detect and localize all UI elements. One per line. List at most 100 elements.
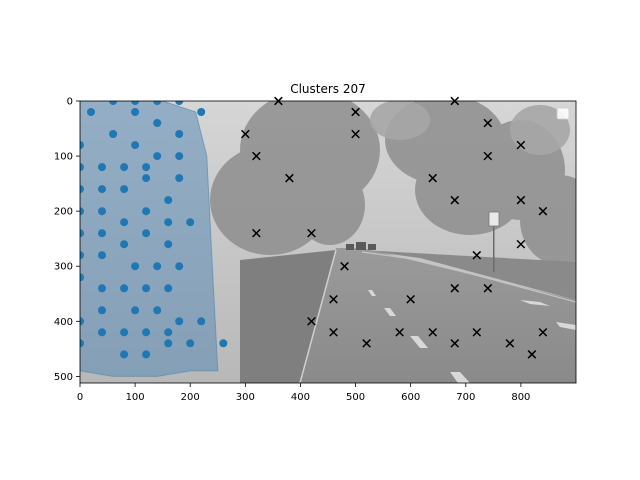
circle-point xyxy=(131,108,140,116)
circle-series xyxy=(80,101,228,359)
x-tick-label: 300 xyxy=(236,392,255,403)
circle-point xyxy=(197,317,206,326)
circle-point xyxy=(142,163,151,172)
y-tick-label: 100 xyxy=(54,152,73,163)
cross-point xyxy=(516,195,526,205)
cross-point xyxy=(516,140,526,150)
cross-point xyxy=(351,129,360,139)
circle-point xyxy=(120,185,129,194)
circle-point xyxy=(142,229,151,238)
cross-point xyxy=(307,316,316,326)
cross-point xyxy=(406,294,415,304)
circle-point xyxy=(98,251,106,260)
circle-point xyxy=(98,163,106,172)
circle-point xyxy=(153,306,162,315)
circle-point xyxy=(142,174,151,183)
circle-point xyxy=(175,101,184,105)
cross-point xyxy=(362,339,371,348)
cross-point xyxy=(307,228,316,238)
cross-point xyxy=(505,339,515,348)
circle-point xyxy=(164,284,173,293)
circle-point xyxy=(98,207,106,216)
circle-point xyxy=(153,152,162,161)
circle-point xyxy=(153,262,162,271)
circle-point xyxy=(120,284,129,293)
circle-point xyxy=(186,218,195,227)
circle-point xyxy=(120,350,129,359)
cross-point xyxy=(538,206,548,216)
y-axis: 0 100 200 300 400 500 xyxy=(54,97,80,383)
circle-point xyxy=(153,119,162,127)
circle-point xyxy=(131,262,140,271)
cluster-region xyxy=(80,101,219,377)
circle-point xyxy=(109,101,118,105)
cross-point xyxy=(329,327,338,337)
cross-point xyxy=(340,261,349,271)
circle-point xyxy=(80,273,84,282)
circle-point xyxy=(197,108,206,116)
x-axis: 0 100 200 300 400 500 600 700 800 xyxy=(77,383,530,403)
x-tick-label: 500 xyxy=(346,392,365,403)
cross-point xyxy=(538,327,548,337)
circle-point xyxy=(80,141,84,150)
cross-point xyxy=(329,294,338,304)
circle-point xyxy=(164,339,173,348)
circle-point xyxy=(80,185,84,194)
circle-point xyxy=(164,240,173,249)
legend-box xyxy=(556,107,570,120)
x-tick-label: 100 xyxy=(126,392,145,403)
cluster-region-polygon xyxy=(80,101,219,377)
circle-point xyxy=(120,328,129,337)
chart-title: Clusters 207 xyxy=(290,82,366,96)
cross-point xyxy=(428,327,438,337)
circle-point xyxy=(175,130,184,138)
cross-point xyxy=(483,151,493,161)
circle-point xyxy=(80,229,84,238)
circle-point xyxy=(80,207,84,216)
circle-point xyxy=(80,163,84,172)
cross-point xyxy=(483,118,493,128)
circle-point xyxy=(98,306,106,315)
cross-point xyxy=(472,250,482,260)
circle-point xyxy=(142,207,151,216)
circle-point xyxy=(98,284,106,293)
circle-point xyxy=(98,229,106,238)
circle-point xyxy=(175,174,184,183)
x-tick-label: 800 xyxy=(511,392,530,403)
cross-point xyxy=(241,129,250,139)
y-tick-label: 400 xyxy=(54,317,73,328)
cross-point xyxy=(472,327,482,337)
circle-point xyxy=(164,196,173,205)
circle-point xyxy=(131,101,140,105)
y-tick-label: 500 xyxy=(54,372,73,383)
circle-point xyxy=(80,251,84,260)
cross-point xyxy=(450,283,460,293)
circle-point xyxy=(175,262,184,271)
cross-point xyxy=(450,195,460,205)
circle-point xyxy=(153,101,162,105)
x-tick-label: 200 xyxy=(181,392,200,403)
circle-point xyxy=(131,306,140,315)
cross-point xyxy=(483,283,493,293)
x-tick-label: 700 xyxy=(456,392,475,403)
circle-point xyxy=(164,328,173,337)
circle-point xyxy=(142,350,151,359)
x-tick-label: 600 xyxy=(401,392,420,403)
circle-point xyxy=(219,339,228,348)
cross-point xyxy=(516,239,526,249)
circle-point xyxy=(80,317,84,326)
circle-point xyxy=(120,163,129,172)
circle-point xyxy=(109,130,118,138)
circle-point xyxy=(186,339,195,348)
circle-point xyxy=(175,152,184,161)
plot-frame xyxy=(79,100,577,384)
cross-point xyxy=(252,228,261,238)
circle-point xyxy=(98,328,106,337)
circle-point xyxy=(142,284,151,293)
y-tick-label: 200 xyxy=(54,207,73,218)
cross-point xyxy=(351,107,360,117)
y-tick-label: 300 xyxy=(54,262,73,273)
background-photo xyxy=(80,101,576,383)
y-tick-label: 0 xyxy=(67,97,73,108)
